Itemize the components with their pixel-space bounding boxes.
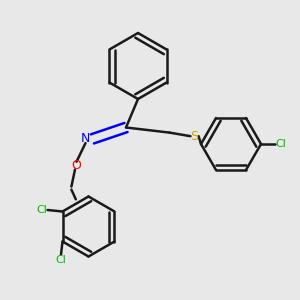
Text: O: O <box>72 159 81 172</box>
Text: N: N <box>81 132 90 145</box>
Text: Cl: Cl <box>36 205 47 215</box>
Text: S: S <box>190 130 198 143</box>
Text: Cl: Cl <box>276 139 286 149</box>
Text: Cl: Cl <box>56 255 67 266</box>
